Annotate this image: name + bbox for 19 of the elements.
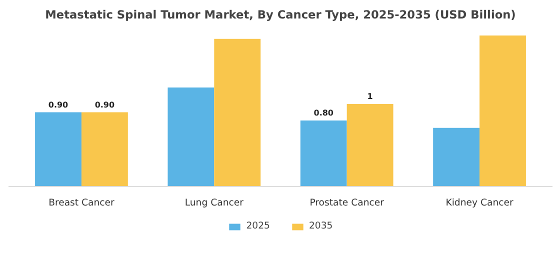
bar (168, 88, 214, 186)
legend-label: 2035 (309, 220, 333, 232)
legend-label: 2025 (246, 220, 270, 232)
data-label: 0.90 (48, 100, 69, 110)
x-tick-label: Kidney Cancer (446, 198, 514, 208)
data-label: 0.90 (94, 100, 115, 110)
x-tick-label: Lung Cancer (184, 198, 244, 208)
x-tick-label: Breast Cancer (48, 198, 115, 208)
data-label: 0.80 (314, 108, 334, 118)
bar (346, 104, 394, 186)
data-label: 1 (367, 92, 374, 102)
bar (433, 128, 480, 186)
bar (300, 120, 347, 186)
bar (81, 112, 128, 186)
x-tick-label: Prostate Cancer (310, 198, 384, 208)
bar (480, 36, 526, 186)
chart-title: Metastatic Spinal Tumor Market, By Cancer Type, 2025-2035 (USD Billion) (45, 8, 516, 22)
bar (214, 38, 261, 186)
bar (35, 112, 82, 186)
